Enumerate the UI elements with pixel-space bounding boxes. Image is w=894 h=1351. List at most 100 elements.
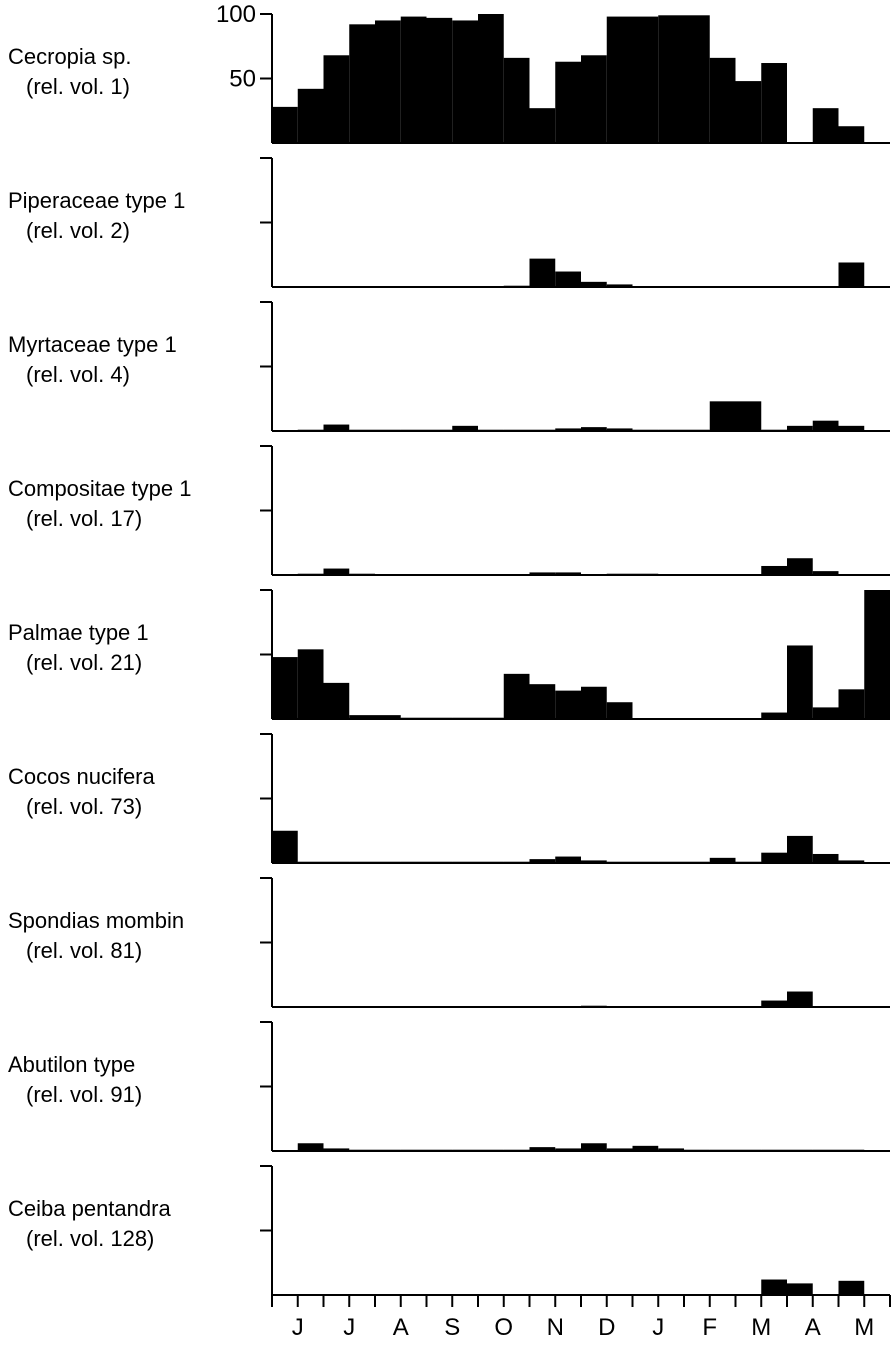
bar [812,420,839,431]
bar [709,857,736,863]
series-name: Myrtaceae type 1 [8,332,177,357]
bar [272,830,298,863]
bar [529,108,556,143]
bar [503,57,530,143]
bar [787,835,813,863]
panel-label: Cocos nucifera (rel. vol. 73) [8,762,155,822]
rel-vol-label: (rel. vol. 81) [26,938,143,963]
bar [375,715,401,719]
panel-label: Myrtaceae type 1 (rel. vol. 4) [8,330,177,390]
series-name: Piperaceae type 1 [8,188,186,213]
y-tick-label: 100 [216,1,256,28]
bar [349,24,375,143]
bar [787,558,813,575]
bar [581,686,607,719]
bar [323,1148,350,1151]
month-label: J [652,1314,664,1341]
bar [658,1148,684,1151]
bar [787,425,813,431]
rel-vol-label: (rel. vol. 2) [26,218,130,243]
bar [658,15,684,143]
bar [812,707,839,719]
bar [761,1000,787,1007]
series-name: Cecropia sp. [8,44,132,69]
bar [323,55,350,143]
month-label: M [854,1314,874,1341]
bar [581,55,607,143]
panel-9 [260,1165,890,1296]
bar [787,645,813,719]
bar [297,1143,324,1151]
bar [838,126,865,143]
bar [400,16,427,143]
rel-vol-label: (rel. vol. 73) [26,794,143,819]
bar [529,859,556,863]
bar [838,860,865,863]
bar [632,1145,659,1151]
bar [761,852,787,863]
bar [503,673,530,719]
month-label: N [547,1314,564,1341]
bar [555,1148,581,1151]
panel-1: 100 50 [216,1,890,144]
y-tick-label: 50 [229,66,256,93]
month-label: D [598,1314,615,1341]
bar [555,856,581,863]
bar [426,17,453,143]
bar [529,258,556,287]
bar [452,20,478,144]
bar [606,1148,633,1151]
rel-vol-label: (rel. vol. 91) [26,1082,143,1107]
panel-4 [260,445,890,576]
month-label: O [494,1314,513,1341]
month-label: A [805,1314,821,1341]
bar [555,690,581,719]
month-label: F [702,1314,717,1341]
bar [555,271,581,287]
bar [272,657,298,719]
series-name: Compositae type 1 [8,476,192,501]
series-name: Cocos nucifera [8,764,155,789]
bar [529,684,556,719]
month-label: A [393,1314,409,1341]
bar [787,991,813,1007]
bar [838,262,865,287]
bar [529,572,556,575]
bar [581,860,607,863]
bar [787,1283,813,1295]
bar [375,20,401,144]
bar [581,1143,607,1151]
bar [478,14,504,143]
panel-3 [260,301,890,432]
bar [812,571,839,575]
bar [555,428,581,431]
bar [606,16,633,143]
month-label: S [444,1314,460,1341]
series-name: Palmae type 1 [8,620,149,645]
bar [838,425,865,431]
bar [606,428,633,431]
bar [735,81,762,143]
panel-label: Spondias mombin (rel. vol. 81) [8,906,184,966]
bar [838,1280,865,1295]
panel-2 [260,157,890,288]
bar [581,427,607,431]
bar [864,590,890,719]
rel-vol-label: (rel. vol. 17) [26,506,143,531]
bar [606,702,633,719]
panel-label: Cecropia sp. (rel. vol. 1) [8,42,132,102]
bar [761,712,787,719]
rel-vol-label: (rel. vol. 21) [26,650,143,675]
bar [606,284,633,287]
panel-label: Piperaceae type 1 (rel. vol. 2) [8,186,185,246]
rel-vol-label: (rel. vol. 1) [26,74,130,99]
panel-5 [260,589,890,720]
month-label: M [751,1314,771,1341]
panel-label: Ceiba pentandra (rel. vol. 128) [8,1194,171,1254]
bar [709,401,736,431]
rel-vol-label: (rel. vol. 4) [26,362,130,387]
bar [709,57,736,143]
month-label: J [292,1314,304,1341]
